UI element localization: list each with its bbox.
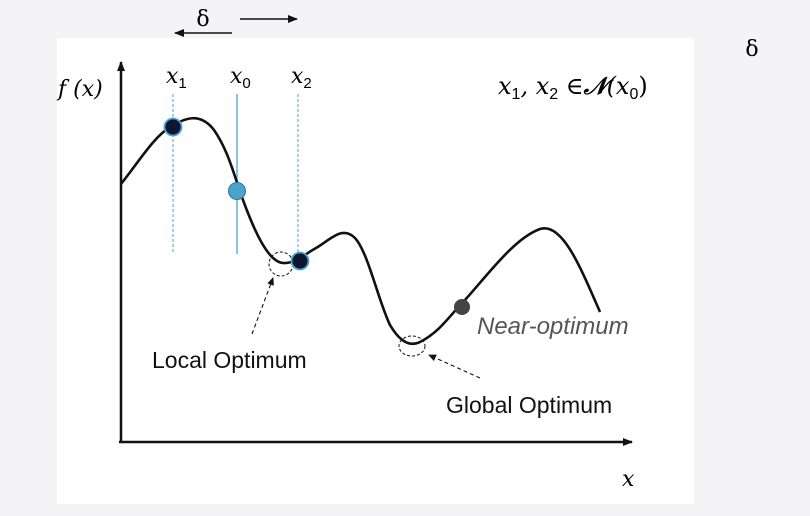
- neighborhood-expression: x1, x2 ∈𝒩(x0): [498, 71, 648, 103]
- x-axis-label: x: [622, 467, 635, 492]
- label-x0: x0: [230, 64, 251, 92]
- point-x2: [290, 251, 310, 271]
- global-optimum-label: Global Optimum: [446, 392, 612, 418]
- delta-label: δ: [196, 7, 209, 32]
- y-axis-label: f (x): [56, 77, 103, 102]
- point-x0: [228, 182, 246, 200]
- near-optimum-label: Near-optimum: [477, 313, 629, 340]
- label-x1: x1: [166, 64, 187, 92]
- label-x2: x2: [291, 64, 312, 92]
- plot-panel: [57, 38, 694, 504]
- global-optimum-marker: [398, 335, 426, 357]
- point-near-optimum: [454, 299, 470, 315]
- local-optimum-arrow: [251, 277, 274, 335]
- local-optimum-label: Local Optimum: [152, 347, 307, 373]
- global-optimum-arrow: [428, 354, 481, 379]
- point-x1: [163, 117, 183, 137]
- side-delta-label: δ: [745, 37, 758, 62]
- objective-curve: [119, 116, 602, 346]
